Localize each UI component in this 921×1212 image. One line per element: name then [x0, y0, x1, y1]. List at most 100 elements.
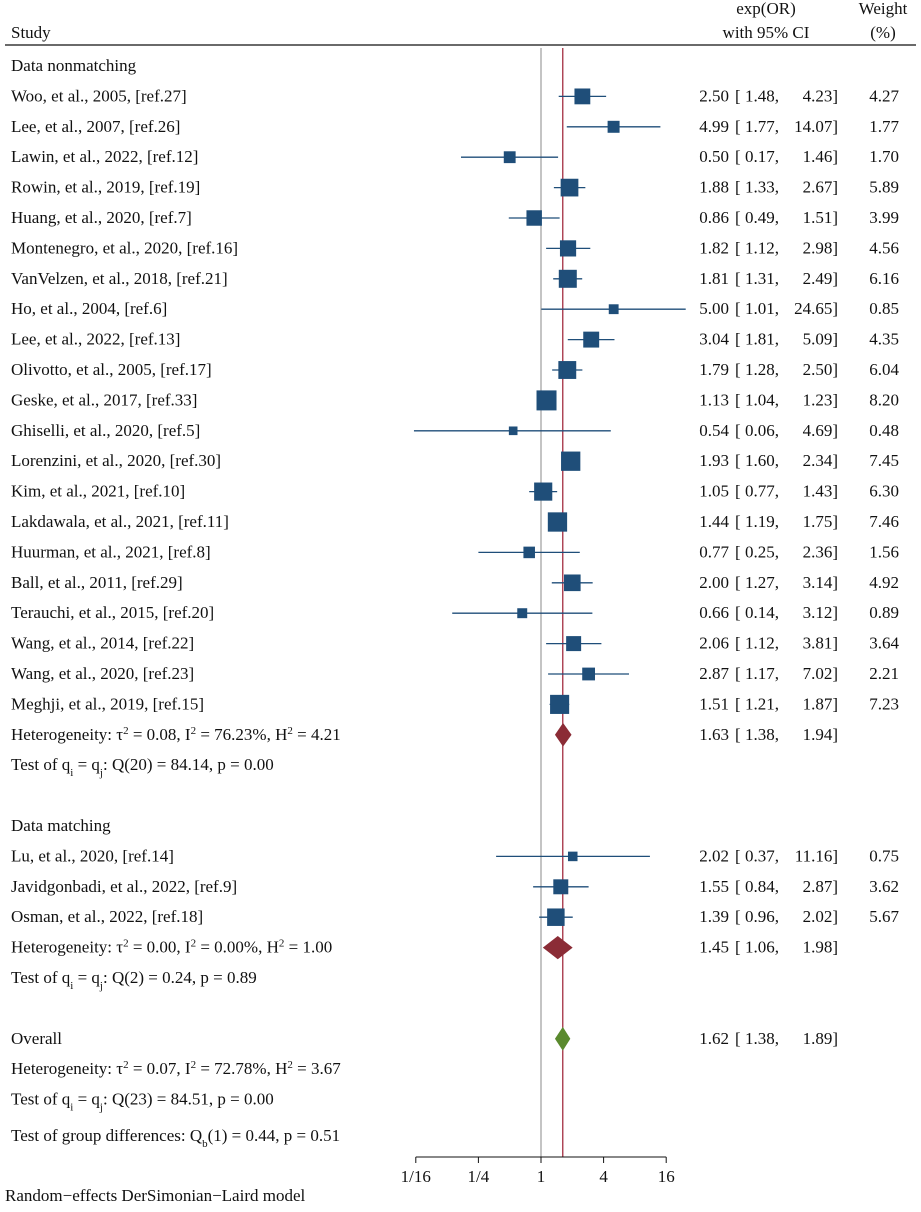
study-ci-lower: 1.21, [745, 694, 779, 713]
study-ci-upper: 3.81] [803, 634, 838, 653]
study-bracket: [ [735, 907, 741, 926]
study-bracket: [ [735, 86, 741, 105]
study-bracket: [ [735, 421, 741, 440]
study-ci-lower: 1.19, [745, 512, 779, 531]
study-label: Rowin, et al., 2019, [ref.19] [11, 178, 200, 197]
study-estimate: 1.82 [699, 238, 729, 257]
group-pooled-estimate: 1.63 [699, 725, 729, 744]
group-label: Data nonmatching [11, 56, 137, 75]
study-ci-lower: 1.28, [745, 360, 779, 379]
study-weight: 4.27 [869, 86, 899, 105]
study-ci-lower: 1.33, [745, 178, 779, 197]
study-ci-upper: 2.34] [803, 451, 838, 470]
study-bracket: [ [735, 178, 741, 197]
study-ci-lower: 1.17, [745, 664, 779, 683]
study-weight: 5.67 [869, 907, 899, 926]
study-bracket: [ [735, 238, 741, 257]
study-bracket: [ [735, 330, 741, 349]
study-estimate: 1.05 [699, 482, 729, 501]
study-estimate: 2.06 [699, 634, 729, 653]
study-ci-lower: 1.77, [745, 117, 779, 136]
study-weight: 7.46 [869, 512, 899, 531]
study-ci-lower: 1.12, [745, 634, 779, 653]
study-ci-upper: 5.09] [803, 330, 838, 349]
group-pooled-ci-lower: 1.06, [745, 938, 779, 957]
study-label: Lee, et al., 2007, [ref.26] [11, 117, 180, 136]
study-weight: 6.30 [869, 482, 899, 501]
study-marker [536, 390, 557, 411]
study-label: Olivotto, et al., 2005, [ref.17] [11, 360, 212, 379]
group-difference-test: Test of group differences: Qb(1) = 0.44,… [11, 1126, 340, 1150]
study-bracket: [ [735, 482, 741, 501]
study-estimate: 0.77 [699, 542, 729, 561]
group-pooled-bracket: [ [735, 725, 741, 744]
study-label: Javidgonbadi, et al., 2022, [ref.9] [11, 877, 237, 896]
study-ci-upper: 1.87] [803, 694, 838, 713]
study-weight: 3.62 [869, 877, 899, 896]
study-ci-lower: 1.81, [745, 330, 779, 349]
study-bracket: [ [735, 664, 741, 683]
study-label: Lu, et al., 2020, [ref.14] [11, 846, 174, 865]
group-pooled-estimate: 1.45 [699, 938, 729, 957]
study-ci-lower: 0.06, [745, 421, 779, 440]
study-label: Huurman, et al., 2021, [ref.8] [11, 542, 211, 561]
study-label: Lawin, et al., 2022, [ref.12] [11, 147, 198, 166]
study-ci-upper: 1.43] [803, 482, 838, 501]
study-marker [553, 879, 569, 895]
study-marker [559, 240, 577, 257]
study-ci-upper: 7.02] [803, 664, 838, 683]
study-ci-upper: 24.65] [794, 299, 838, 318]
study-label: Terauchi, et al., 2015, [ref.20] [11, 603, 214, 622]
study-bracket: [ [735, 512, 741, 531]
study-estimate: 1.93 [699, 451, 729, 470]
study-ci-lower: 1.12, [745, 238, 779, 257]
study-ci-upper: 2.98] [803, 238, 838, 257]
study-marker [563, 574, 581, 592]
study-estimate: 2.02 [699, 846, 729, 865]
study-ci-upper: 1.46] [803, 147, 838, 166]
study-bracket: [ [735, 846, 741, 865]
study-marker [608, 304, 619, 315]
group-pooled-ci-upper: 1.98] [803, 938, 838, 957]
study-weight: 0.85 [869, 299, 899, 318]
study-estimate: 0.50 [699, 147, 729, 166]
study-estimate: 0.86 [699, 208, 729, 227]
study-label: Woo, et al., 2005, [ref.27] [11, 86, 187, 105]
study-ci-lower: 0.49, [745, 208, 779, 227]
study-ci-lower: 0.96, [745, 907, 779, 926]
header-weight-line1: Weight [859, 0, 908, 18]
study-ci-upper: 11.16] [795, 846, 838, 865]
study-label: Lakdawala, et al., 2021, [ref.11] [11, 512, 229, 531]
overall-test: Test of qi = qj: Q(23) = 84.51, p = 0.00 [11, 1090, 274, 1114]
study-marker [583, 331, 600, 348]
group-pooled-bracket: [ [735, 938, 741, 957]
study-estimate: 1.81 [699, 269, 729, 288]
study-bracket: [ [735, 390, 741, 409]
study-ci-lower: 0.84, [745, 877, 779, 896]
study-bracket: [ [735, 299, 741, 318]
study-ci-upper: 4.69] [803, 421, 838, 440]
study-weight: 0.89 [869, 603, 899, 622]
study-marker [558, 361, 577, 379]
study-ci-upper: 3.12] [803, 603, 838, 622]
study-weight: 7.45 [869, 451, 899, 470]
model-footnote: Random−effects DerSimonian−Laird model [5, 1186, 306, 1205]
header-effect-line1: exp(OR) [736, 0, 795, 18]
study-bracket: [ [735, 634, 741, 653]
study-weight: 2.21 [869, 664, 899, 683]
study-marker [517, 608, 528, 619]
study-label: Wang, et al., 2020, [ref.23] [11, 664, 194, 683]
overall-ci-lower: 1.38, [745, 1029, 779, 1048]
study-weight: 7.23 [869, 694, 899, 713]
study-estimate: 1.39 [699, 907, 729, 926]
study-label: Wang, et al., 2014, [ref.22] [11, 634, 194, 653]
study-marker [523, 546, 535, 559]
study-label: Montenegro, et al., 2020, [ref.16] [11, 238, 238, 257]
study-bracket: [ [735, 694, 741, 713]
study-label: Huang, et al., 2020, [ref.7] [11, 208, 192, 227]
study-bracket: [ [735, 573, 741, 592]
x-axis-tick-label: 16 [658, 1167, 675, 1186]
study-estimate: 5.00 [699, 299, 729, 318]
study-bracket: [ [735, 877, 741, 896]
study-label: Osman, et al., 2022, [ref.18] [11, 907, 203, 926]
